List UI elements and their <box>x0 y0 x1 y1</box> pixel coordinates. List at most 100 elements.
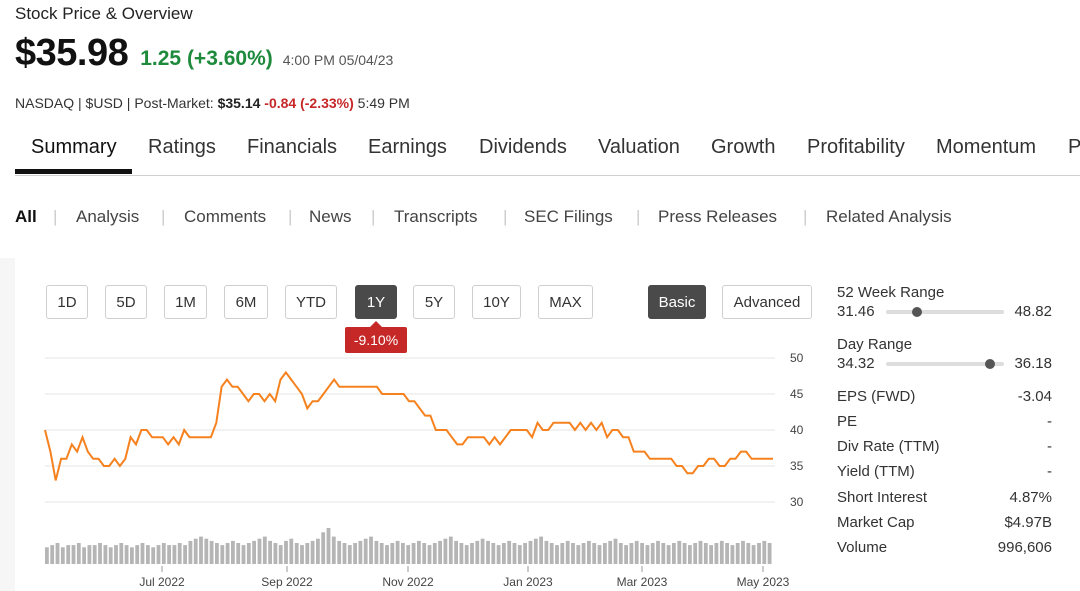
range-button-5d[interactable]: 5D <box>105 285 147 319</box>
volume-bar <box>71 545 76 564</box>
range-button-max[interactable]: MAX <box>538 285 593 319</box>
volume-bar <box>682 543 687 564</box>
post-market-label: Post-Market: <box>134 95 214 111</box>
volume-bar <box>369 536 373 564</box>
volume-bar <box>305 543 310 564</box>
volume-bar <box>374 540 379 564</box>
advanced-view-button[interactable]: Advanced <box>722 285 812 319</box>
y-tick-label: 35 <box>790 459 804 473</box>
volume-bar <box>427 545 432 564</box>
volume-bar <box>735 543 740 564</box>
stat-short-interest: Short Interest 4.87% <box>837 489 1052 509</box>
volume-bar <box>725 543 729 564</box>
post-market-change: -0.84 (-2.33%) <box>264 95 354 111</box>
volume-bar <box>629 543 634 564</box>
volume-bar <box>337 540 342 564</box>
volume-bar <box>331 536 336 564</box>
volume-bar <box>533 538 538 564</box>
range-button-1m[interactable]: 1M <box>164 285 207 319</box>
volume-bar <box>480 538 485 564</box>
tab-summary[interactable]: Summary <box>31 136 117 158</box>
volume-bar <box>751 545 756 564</box>
volume-bar <box>108 547 113 564</box>
volume-bar <box>294 543 299 564</box>
volume-bar <box>289 538 294 564</box>
stat-value: - <box>1047 463 1052 480</box>
subtab-analysis[interactable]: Analysis <box>76 207 140 226</box>
range-button-ytd[interactable]: YTD <box>285 285 337 319</box>
tab-growth[interactable]: Growth <box>711 136 776 158</box>
stat-label: Yield (TTM) <box>837 463 915 480</box>
range-button-6m[interactable]: 6M <box>224 285 268 319</box>
volume-bar <box>730 545 735 564</box>
tab-valuation[interactable]: Valuation <box>598 136 680 158</box>
tab-profitability[interactable]: Profitability <box>807 136 905 158</box>
volume-bar <box>358 540 363 564</box>
separator: | <box>53 207 58 226</box>
stat-label: Volume <box>837 539 888 556</box>
x-tick-label: Jul 2022 <box>139 575 185 589</box>
subtab-news[interactable]: News <box>309 207 352 226</box>
subtab-comments[interactable]: Comments <box>184 207 267 226</box>
chart-grid <box>45 357 775 503</box>
volume-bar <box>688 545 692 564</box>
tab-more[interactable]: P <box>1068 136 1080 174</box>
volume-bar <box>87 545 92 564</box>
volume-bar <box>411 543 416 564</box>
volume-bar <box>167 545 171 564</box>
volume-bar <box>613 538 618 564</box>
tab-ratings[interactable]: Ratings <box>148 136 216 158</box>
volume-bar <box>342 543 347 564</box>
range-button-10y[interactable]: 10Y <box>472 285 521 319</box>
tab-momentum[interactable]: Momentum <box>936 136 1037 158</box>
volume-bar <box>603 543 607 564</box>
y-tick-label: 30 <box>790 495 804 509</box>
volume-bar <box>544 540 549 564</box>
volume-bar <box>666 545 671 564</box>
volume-bar <box>257 538 262 564</box>
basic-view-button[interactable]: Basic <box>648 285 706 319</box>
range-button-1y[interactable]: 1Y <box>355 285 397 319</box>
volume-bar <box>719 540 724 564</box>
price-row: $35.98 1.25 (+3.60%) 4:00 PM 05/04/23 <box>15 32 393 75</box>
stat-div-rate: Div Rate (TTM) - <box>837 438 1052 458</box>
stat-value: 4.87% <box>1009 489 1052 506</box>
volume-bar <box>379 543 384 564</box>
volume-bar <box>273 543 278 564</box>
tab-earnings[interactable]: Earnings <box>368 136 447 158</box>
subtab-transcripts[interactable]: Transcripts <box>394 207 478 226</box>
subtab-all[interactable]: All <box>15 207 37 226</box>
volume-bar <box>491 543 496 564</box>
subtab-sec-filings[interactable]: SEC Filings <box>524 207 613 226</box>
volume-bar <box>209 540 214 564</box>
volume-bar <box>310 540 315 564</box>
volume-bar <box>746 543 751 564</box>
tab-financials[interactable]: Financials <box>247 136 338 158</box>
price-chart: 50 45 40 35 30 Jul 2022 Sep 2022 Nov 2022 Jan 2… <box>44 351 804 589</box>
subtab-related-analysis[interactable]: Related Analysis <box>826 207 952 226</box>
volume-bar <box>634 540 639 564</box>
volume-bar <box>183 545 187 564</box>
range-button-5y[interactable]: 5Y <box>413 285 455 319</box>
volume-bar <box>76 543 81 564</box>
volume-bar <box>92 545 97 564</box>
exchange: NASDAQ <box>15 95 75 111</box>
volume-bar <box>528 540 533 564</box>
volume-bar <box>114 545 118 564</box>
volume-bar <box>246 543 251 564</box>
volume-bar <box>693 543 698 564</box>
volume-bar <box>672 543 676 564</box>
page-title: Stock Price & Overview <box>15 4 193 23</box>
volume-bar <box>703 543 708 564</box>
tab-dividends[interactable]: Dividends <box>479 136 567 158</box>
volume-bar <box>459 543 464 564</box>
volume-bar <box>406 545 411 564</box>
range-button-1d[interactable]: 1D <box>46 285 88 319</box>
week52-range-track <box>886 307 1004 317</box>
volume-bar <box>560 543 565 564</box>
volume-bar <box>60 547 65 564</box>
day-range-track <box>886 359 1004 369</box>
subtab-press-releases[interactable]: Press Releases <box>658 207 778 226</box>
volume-bars <box>45 528 772 564</box>
volume-bar <box>438 540 442 564</box>
